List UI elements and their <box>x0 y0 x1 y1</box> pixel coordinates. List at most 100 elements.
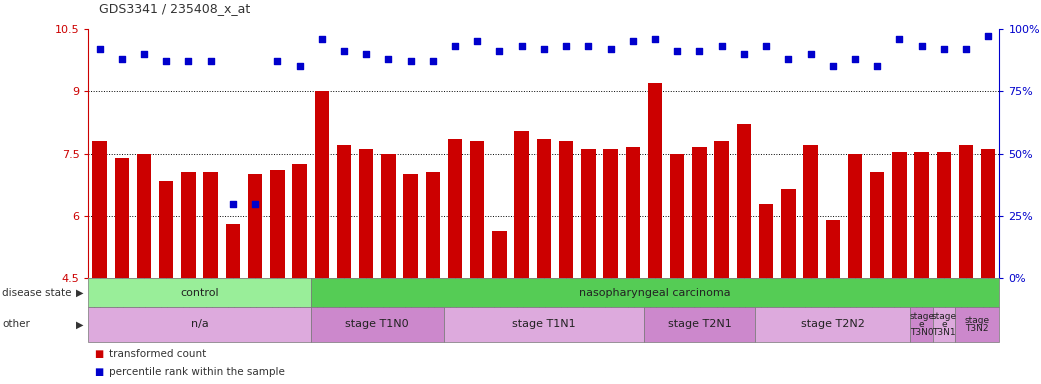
Point <box>646 36 663 42</box>
Bar <box>492 230 507 278</box>
Bar <box>937 152 951 278</box>
Point <box>113 56 130 62</box>
Point <box>558 43 575 49</box>
Bar <box>404 174 417 278</box>
Text: stage T1N1: stage T1N1 <box>512 319 576 329</box>
Bar <box>537 139 551 278</box>
Bar <box>226 224 240 278</box>
Bar <box>759 204 773 278</box>
Text: GDS3341 / 235408_x_at: GDS3341 / 235408_x_at <box>99 2 250 15</box>
Bar <box>159 180 174 278</box>
Bar <box>955 307 999 342</box>
Point <box>135 51 152 57</box>
Text: stage T2N2: stage T2N2 <box>801 319 865 329</box>
Bar <box>93 141 107 278</box>
Point <box>291 63 308 69</box>
Bar <box>336 145 351 278</box>
Bar <box>136 154 151 278</box>
Point <box>780 56 796 62</box>
Point <box>913 43 930 49</box>
Point <box>269 58 285 64</box>
Point <box>158 58 175 64</box>
Point <box>92 46 108 52</box>
Bar <box>248 174 262 278</box>
Bar <box>581 149 595 278</box>
Bar <box>471 141 484 278</box>
Point <box>980 33 996 39</box>
Point <box>313 36 330 42</box>
Point <box>691 48 708 54</box>
Bar <box>626 147 640 278</box>
Point <box>535 46 552 52</box>
Text: stage
e
T3N1: stage e T3N1 <box>932 312 957 337</box>
Point <box>335 48 352 54</box>
Bar <box>981 149 995 278</box>
Bar <box>737 124 752 278</box>
Point <box>402 58 418 64</box>
Point <box>736 51 753 57</box>
Bar <box>692 147 707 278</box>
Bar <box>310 307 443 342</box>
Point <box>358 51 375 57</box>
Point <box>513 43 530 49</box>
Point <box>247 200 263 207</box>
Bar <box>314 91 329 278</box>
Bar <box>959 145 973 278</box>
Bar <box>670 154 684 278</box>
Bar <box>443 307 644 342</box>
Text: ■: ■ <box>94 349 103 359</box>
Point <box>380 56 397 62</box>
Bar <box>644 307 755 342</box>
Point <box>202 58 219 64</box>
Point <box>603 46 619 52</box>
Point <box>669 48 686 54</box>
Point <box>846 56 863 62</box>
Point <box>803 51 819 57</box>
Point <box>625 38 641 44</box>
Point <box>225 200 242 207</box>
Text: disease state: disease state <box>2 288 72 298</box>
Point <box>713 43 730 49</box>
Bar <box>310 278 999 307</box>
Bar <box>359 149 374 278</box>
Text: stage T1N0: stage T1N0 <box>346 319 409 329</box>
Bar <box>293 164 307 278</box>
Bar <box>933 307 955 342</box>
Bar <box>514 131 529 278</box>
Bar <box>826 220 840 278</box>
Bar <box>911 307 933 342</box>
Bar <box>88 307 310 342</box>
Point <box>958 46 974 52</box>
Bar <box>804 145 818 278</box>
Bar <box>115 158 129 278</box>
Point <box>580 43 596 49</box>
Text: ■: ■ <box>94 367 103 377</box>
Text: control: control <box>180 288 219 298</box>
Point <box>758 43 775 49</box>
Bar <box>604 149 617 278</box>
Text: ▶: ▶ <box>76 319 83 329</box>
Point <box>468 38 485 44</box>
Point <box>891 36 908 42</box>
Bar <box>88 278 310 307</box>
Bar <box>892 152 907 278</box>
Bar <box>426 172 440 278</box>
Point <box>180 58 197 64</box>
Bar <box>381 154 396 278</box>
Text: percentile rank within the sample: percentile rank within the sample <box>109 367 285 377</box>
Point <box>425 58 441 64</box>
Point <box>447 43 463 49</box>
Point <box>491 48 508 54</box>
Text: transformed count: transformed count <box>109 349 206 359</box>
Bar <box>181 172 196 278</box>
Bar <box>781 189 795 278</box>
Text: stage
e
T3N0: stage e T3N0 <box>909 312 934 337</box>
Text: other: other <box>2 319 30 329</box>
Bar <box>847 154 862 278</box>
Bar <box>914 152 929 278</box>
Point <box>869 63 886 69</box>
Point <box>936 46 953 52</box>
Text: ▶: ▶ <box>76 288 83 298</box>
Text: nasopharyngeal carcinoma: nasopharyngeal carcinoma <box>579 288 731 298</box>
Bar <box>270 170 284 278</box>
